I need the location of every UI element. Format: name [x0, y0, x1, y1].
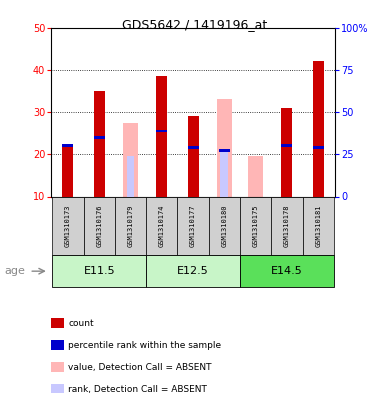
Bar	[220, 151, 228, 196]
Bar	[52, 196, 83, 255]
Text: E12.5: E12.5	[177, 266, 209, 276]
Bar	[248, 156, 263, 196]
Bar	[94, 91, 105, 196]
Text: GSM1310174: GSM1310174	[159, 205, 165, 247]
Bar	[188, 116, 199, 196]
Bar	[240, 255, 334, 287]
Bar	[123, 123, 138, 196]
Text: age: age	[4, 266, 25, 276]
Bar	[217, 99, 232, 196]
Bar	[219, 149, 230, 152]
Bar	[94, 136, 105, 139]
Bar	[282, 144, 292, 147]
Text: GDS5642 / 1419196_at: GDS5642 / 1419196_at	[122, 18, 268, 31]
Text: E14.5: E14.5	[271, 266, 303, 276]
Bar	[156, 130, 167, 132]
Text: value, Detection Call = ABSENT: value, Detection Call = ABSENT	[68, 363, 212, 371]
Text: GSM1310178: GSM1310178	[284, 205, 290, 247]
Bar	[209, 196, 240, 255]
Text: E11.5: E11.5	[83, 266, 115, 276]
Text: GSM1310176: GSM1310176	[96, 205, 102, 247]
Bar	[271, 196, 303, 255]
Bar	[188, 147, 199, 149]
Bar	[146, 255, 240, 287]
Text: GSM1310177: GSM1310177	[190, 205, 196, 247]
Text: GSM1310175: GSM1310175	[253, 205, 259, 247]
Text: percentile rank within the sample: percentile rank within the sample	[68, 341, 222, 349]
Bar	[115, 196, 146, 255]
Text: rank, Detection Call = ABSENT: rank, Detection Call = ABSENT	[68, 385, 207, 393]
Text: GSM1310180: GSM1310180	[222, 205, 227, 247]
Bar	[240, 196, 271, 255]
Text: GSM1310179: GSM1310179	[128, 205, 133, 247]
Bar	[62, 146, 73, 196]
Text: GSM1310181: GSM1310181	[315, 205, 321, 247]
Bar	[83, 196, 115, 255]
Bar	[313, 61, 324, 196]
Bar	[127, 156, 135, 196]
Text: count: count	[68, 319, 94, 327]
Bar	[146, 196, 177, 255]
Bar	[303, 196, 334, 255]
Bar	[62, 144, 73, 147]
Bar	[52, 255, 146, 287]
Bar	[313, 147, 324, 149]
Text: GSM1310173: GSM1310173	[65, 205, 71, 247]
Bar	[282, 108, 292, 196]
Bar	[156, 76, 167, 196]
Bar	[177, 196, 209, 255]
